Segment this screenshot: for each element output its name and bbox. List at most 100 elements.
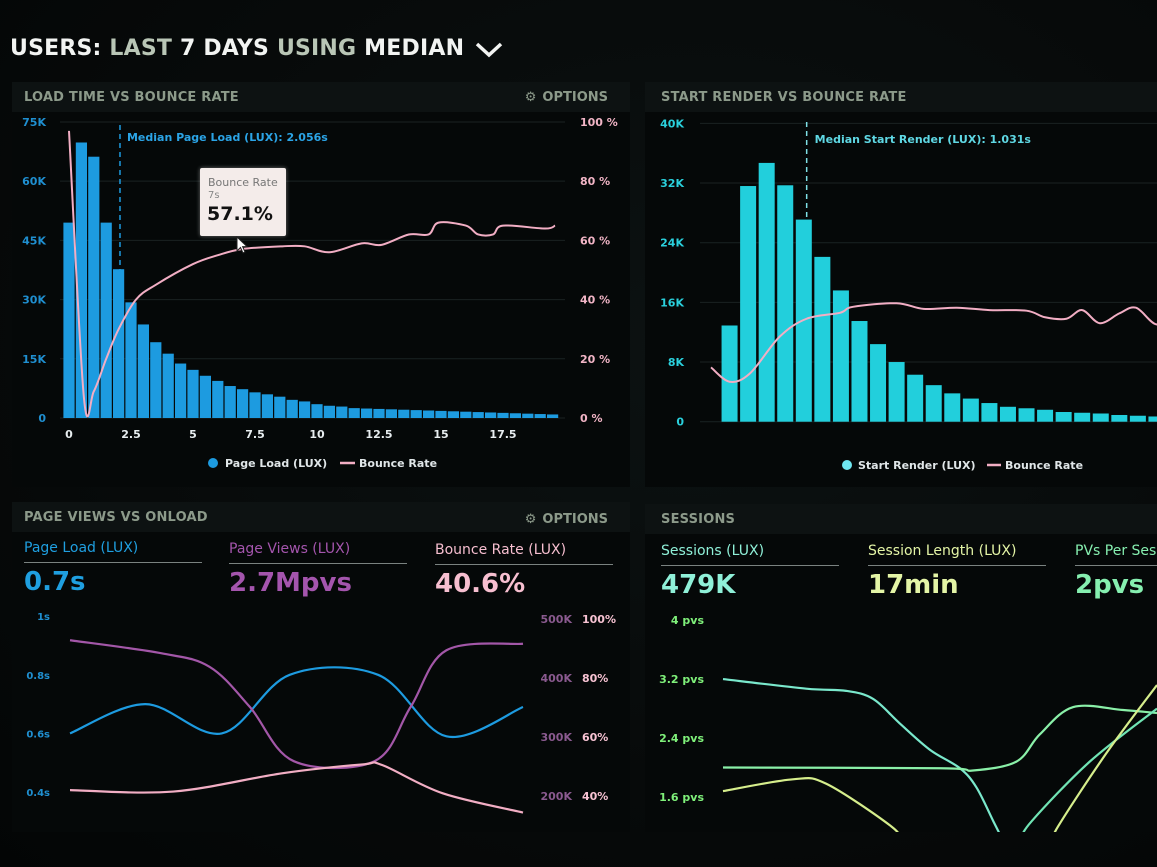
y-tick-label: 30K xyxy=(22,294,46,307)
stat-label: Session Length (LUX) xyxy=(868,543,1017,559)
options-button[interactable]: ⚙ OPTIONS xyxy=(525,90,608,105)
stat-divider xyxy=(435,564,613,565)
bar xyxy=(150,342,162,418)
series-line xyxy=(1022,707,1157,832)
legend-dot-icon xyxy=(842,460,852,470)
series-line xyxy=(1053,684,1157,832)
y3-tick-label: 80% xyxy=(582,672,608,685)
y-tick-label: 45K xyxy=(22,234,46,247)
bar xyxy=(460,411,472,418)
series-line xyxy=(69,761,524,814)
y2-tick-label: 200K xyxy=(541,790,573,803)
bar xyxy=(907,374,924,422)
bounce-rate-line xyxy=(710,302,1157,383)
legend-label: Page Load (LUX) xyxy=(225,457,327,470)
stat-value: 479K xyxy=(661,570,736,600)
bar xyxy=(249,392,261,418)
x-tick-label: 1 xyxy=(800,430,808,443)
bar xyxy=(137,324,149,418)
x-tick-label: 7.5 xyxy=(245,428,265,441)
title-range: 7 DAYS xyxy=(179,36,270,61)
legend-label: Start Render (LUX) xyxy=(858,459,976,472)
bar xyxy=(199,375,211,418)
bar xyxy=(348,408,360,418)
bar xyxy=(509,413,521,418)
tooltip-value: 57.1% xyxy=(207,203,273,225)
bar xyxy=(63,222,75,418)
bar xyxy=(224,386,236,418)
bar xyxy=(175,363,187,418)
y-tick-label: 8K xyxy=(668,356,685,369)
y-tick-label: 0 xyxy=(676,416,684,429)
bar xyxy=(261,394,273,418)
page-views-chart: 0.4s 0.6s 0.8s 1s 200K 300K 400K 500K 40% 60% 80% 1… xyxy=(26,612,616,814)
stat-label: Page Views (LUX) xyxy=(229,541,351,557)
y-tick-label: 1.6 pvs xyxy=(659,791,704,804)
bar xyxy=(497,412,509,418)
panel-header: LOAD TIME VS BOUNCE RATE ⚙ OPTIONS xyxy=(12,82,630,112)
bar xyxy=(361,408,373,418)
bar xyxy=(113,269,125,418)
bar xyxy=(1092,413,1109,422)
bar xyxy=(447,411,459,418)
x-tick-label: 2 xyxy=(893,430,901,443)
series-line xyxy=(69,666,524,739)
legend-label: Bounce Rate xyxy=(1005,459,1083,472)
stat-divider xyxy=(661,565,839,566)
bar xyxy=(1074,412,1091,422)
options-button[interactable]: ⚙ OPTIONS xyxy=(525,512,608,527)
stat-label: Sessions (LUX) xyxy=(661,543,765,559)
bounce-rate-tooltip: Bounce Rate 7s 57.1% xyxy=(200,168,286,236)
stat-session-length: Session Length (LUX) 17min xyxy=(868,543,1046,600)
bar xyxy=(758,162,775,422)
bar xyxy=(1037,409,1054,422)
bar xyxy=(999,406,1016,422)
title-users: USERS: xyxy=(10,36,102,61)
x-tick-label: 10 xyxy=(309,428,325,441)
stat-sessions: Sessions (LUX) 479K xyxy=(661,543,839,600)
y-tick-label: 0.6s xyxy=(26,729,50,740)
series-line xyxy=(722,776,899,832)
bar xyxy=(311,404,323,418)
chevron-down-icon[interactable] xyxy=(474,40,504,58)
title-last: LAST xyxy=(109,36,173,61)
page-title[interactable]: USERS: LAST 7 DAYS USING MEDIAN xyxy=(10,36,504,61)
y2-tick-label: 0 % xyxy=(580,412,603,425)
y2-tick-label: 100 % xyxy=(580,116,618,129)
bar xyxy=(187,369,199,418)
panel-header: PAGE VIEWS VS ONLOAD ⚙ OPTIONS xyxy=(12,502,630,532)
y-tick-label: 0.4s xyxy=(26,788,50,799)
y-tick-label: 15K xyxy=(22,353,46,366)
bar xyxy=(75,142,87,419)
bar xyxy=(832,290,849,422)
legend-dot-icon xyxy=(208,458,218,468)
bar xyxy=(1055,412,1072,422)
y2-tick-label: 60 % xyxy=(580,234,610,247)
stat-page-views: Page Views (LUX) 2.7Mpvs xyxy=(229,541,407,598)
bar xyxy=(237,389,249,418)
y-tick-label: 0 xyxy=(38,412,46,425)
bar xyxy=(435,410,447,418)
stat-divider xyxy=(868,565,1046,566)
bar xyxy=(125,302,137,418)
bar xyxy=(888,362,905,422)
bar xyxy=(1148,416,1157,422)
y-tick-label: 60K xyxy=(22,175,46,188)
panel-title: START RENDER VS BOUNCE RATE xyxy=(661,90,907,105)
bar xyxy=(534,414,546,418)
y-tick-label: 3.2 pvs xyxy=(659,673,704,686)
options-label: OPTIONS xyxy=(542,90,608,105)
bar xyxy=(1111,414,1128,422)
x-tick-label: 12.5 xyxy=(365,428,392,441)
stat-value: 40.6% xyxy=(435,569,526,599)
bar xyxy=(981,403,998,422)
x-tick-label: 3 xyxy=(986,430,994,443)
y-tick-label: 16K xyxy=(660,296,684,309)
bounce-rate-line xyxy=(68,130,556,418)
y-tick-label: 1s xyxy=(37,612,50,623)
x-tick-label: 15 xyxy=(433,428,448,441)
bar xyxy=(286,399,298,418)
x-tick-label: 5 xyxy=(189,428,197,441)
stat-divider xyxy=(24,562,202,563)
